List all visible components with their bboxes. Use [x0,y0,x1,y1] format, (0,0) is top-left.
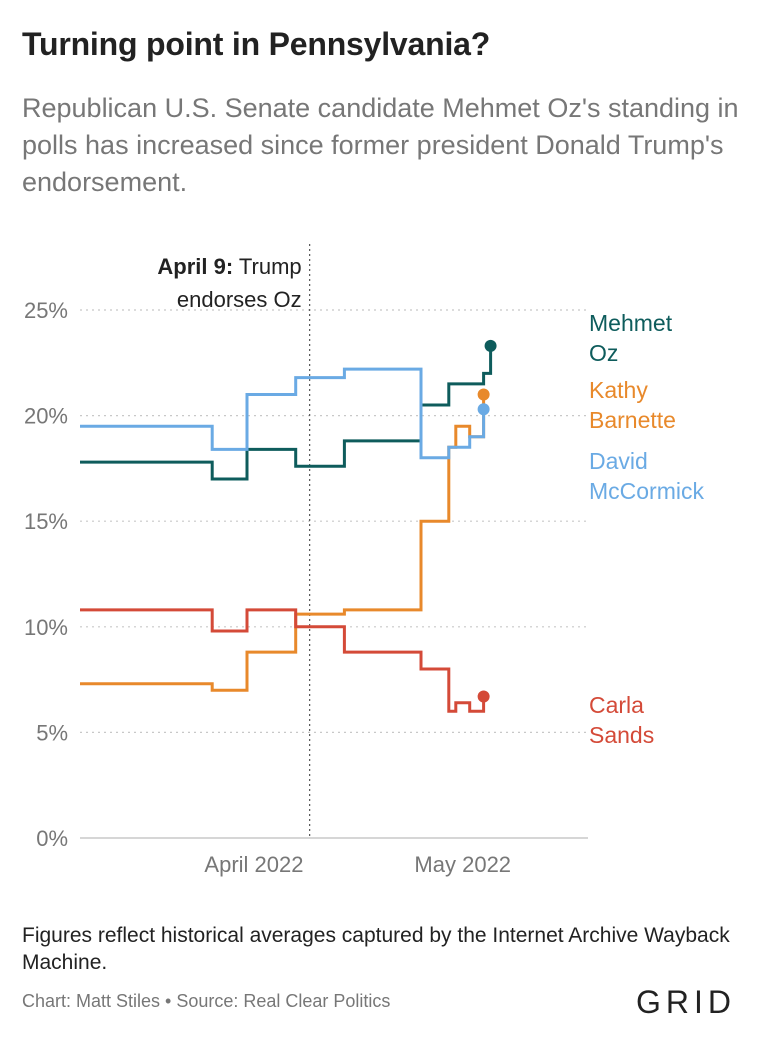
chart-subtitle: Republican U.S. Senate candidate Mehmet … [22,93,739,197]
series-label: Carla [589,692,644,718]
x-tick-label: April 2022 [204,852,303,877]
series-line [80,345,493,481]
line-chart: 0% 5% 10% 15% 20% 25% April 2022 May 2022 April… [24,244,704,877]
y-tick-label: 10% [24,615,68,640]
series-label: Mehmet [589,310,673,336]
gridlines [80,309,588,839]
y-tick-label: 15% [24,509,68,534]
y-tick-label: 0% [36,826,68,851]
x-tick-label: May 2022 [414,852,511,877]
chart-note: Figures reflect historical averages capt… [22,924,730,974]
series-line [80,608,486,713]
series-labels: Mehmet Oz Kathy Barnette David McCormick Carla… [589,310,704,748]
y-tick-label: 5% [36,720,68,745]
annotation-date: April 9: [157,254,233,279]
chart-credit: Chart: Matt Stiles • Source: Real Clear … [22,991,391,1011]
annotation: April 9: Trump endorses Oz [157,244,311,838]
grid-logo: GRID [636,984,736,1020]
series-label: Barnette [589,407,676,433]
series-label: Kathy [589,377,648,403]
annotation-text: Trump [233,254,301,279]
chart-title: Turning point in Pennsylvania? [22,26,491,62]
series-lines [80,339,497,713]
series-end-dot [477,403,490,416]
series-line [80,394,486,692]
series-end-dot [484,339,497,352]
series-line [80,367,486,460]
annotation-line-1: April 9: Trump [157,254,301,279]
series-label: Sands [589,722,654,748]
annotation-line-2: endorses Oz [177,287,302,312]
series-end-dot [477,690,490,703]
y-tick-label: 25% [24,298,68,323]
series-end-dot [477,388,490,401]
y-tick-label: 20% [24,404,68,429]
series-label: Oz [589,340,618,366]
axes: 0% 5% 10% 15% 20% 25% April 2022 May 2022 [24,298,511,877]
series-label: David [589,448,648,474]
series-label: McCormick [589,478,704,504]
